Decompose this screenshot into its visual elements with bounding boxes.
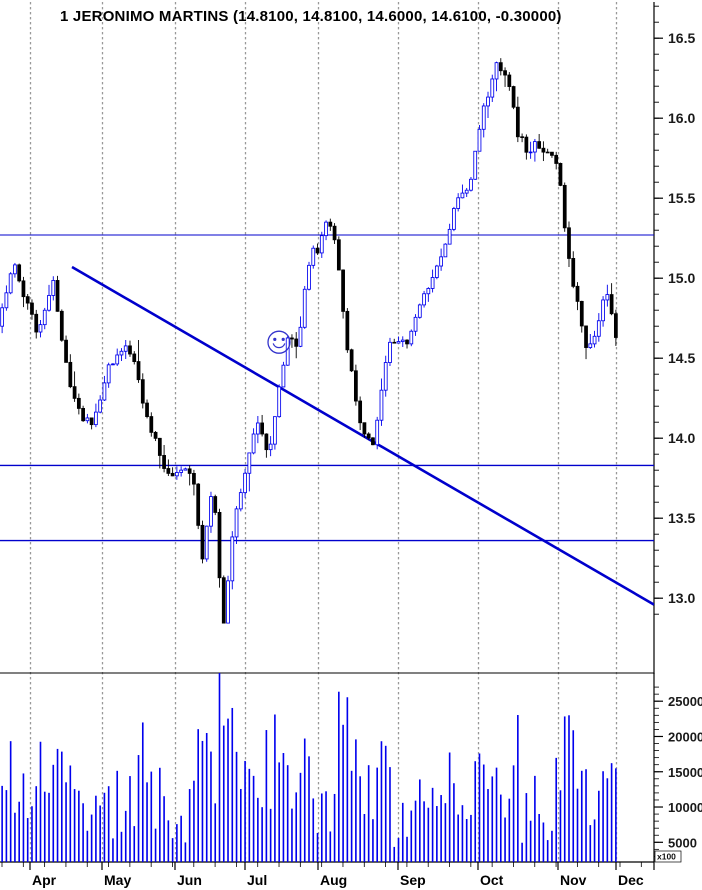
- svg-text:Aug: Aug: [320, 872, 347, 888]
- svg-text:Jun: Jun: [177, 872, 202, 888]
- svg-text:x100: x100: [657, 852, 676, 862]
- svg-text:10000: 10000: [668, 800, 702, 815]
- svg-text:Apr: Apr: [32, 872, 57, 888]
- svg-text:Jul: Jul: [247, 872, 267, 888]
- svg-text:14.0: 14.0: [668, 430, 695, 446]
- svg-text:Dec: Dec: [618, 872, 644, 888]
- svg-text:16.0: 16.0: [668, 110, 695, 126]
- svg-text:14.5: 14.5: [668, 350, 695, 366]
- svg-text:5000: 5000: [668, 835, 697, 850]
- svg-text:13.0: 13.0: [668, 590, 695, 606]
- svg-text:Oct: Oct: [480, 872, 504, 888]
- svg-text:20000: 20000: [668, 729, 702, 744]
- svg-text:15000: 15000: [668, 765, 702, 780]
- svg-text:16.5: 16.5: [668, 30, 695, 46]
- svg-text:May: May: [104, 872, 131, 888]
- svg-text:25000: 25000: [668, 694, 702, 709]
- svg-text:Sep: Sep: [400, 872, 426, 888]
- svg-text:13.5: 13.5: [668, 510, 695, 526]
- svg-text:15.5: 15.5: [668, 190, 695, 206]
- svg-text:Nov: Nov: [560, 872, 587, 888]
- svg-text:15.0: 15.0: [668, 270, 695, 286]
